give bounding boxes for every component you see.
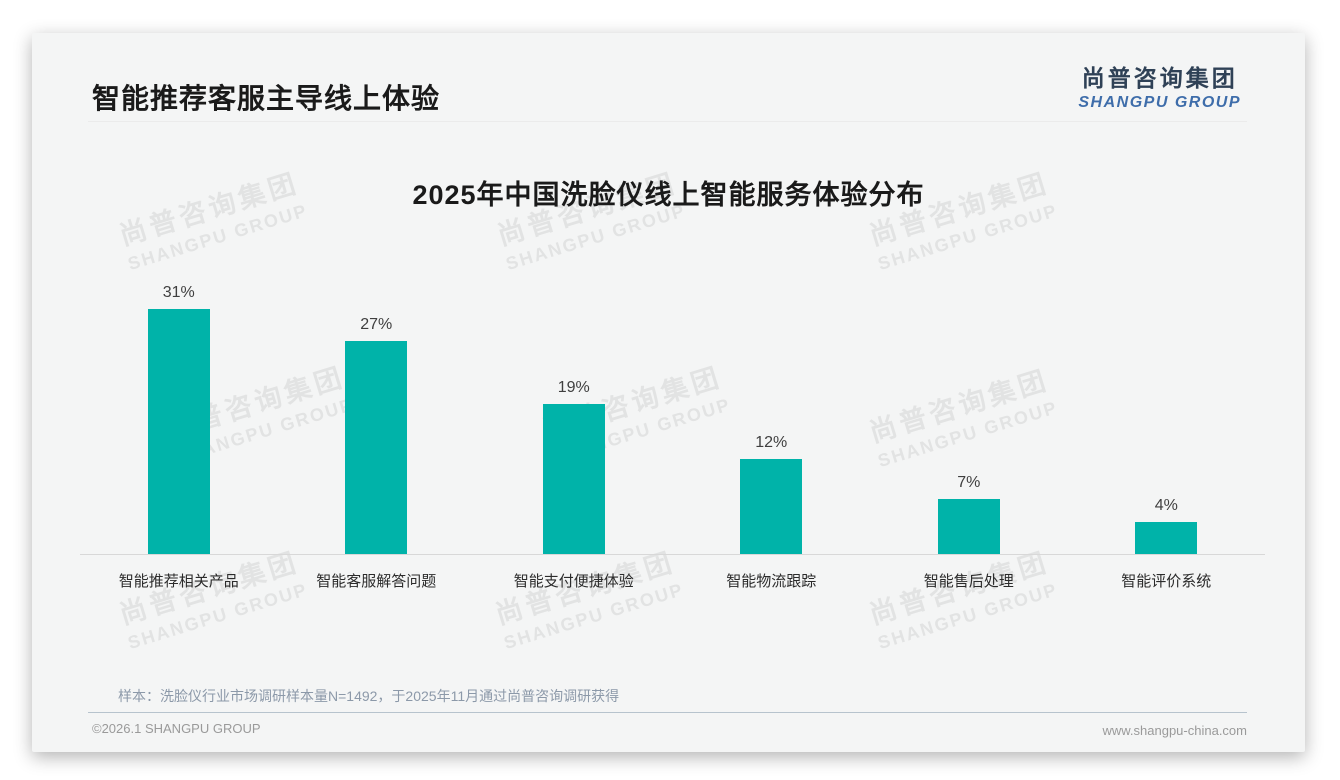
watermark: 尚普咨询集团 SHANGPU GROUP bbox=[490, 540, 687, 654]
x-axis-label: 智能推荐相关产品 bbox=[118, 573, 239, 590]
bar-group: 19% bbox=[475, 269, 673, 554]
bar-group: 7% bbox=[870, 269, 1068, 554]
bar-group: 27% bbox=[278, 269, 476, 554]
watermark: 尚普咨询集团 SHANGPU GROUP bbox=[864, 540, 1061, 654]
watermark: 尚普咨询集团 SHANGPU GROUP bbox=[114, 540, 311, 654]
logo-english-name: SHANGPU GROUP bbox=[1078, 94, 1241, 111]
x-axis-line bbox=[80, 554, 1265, 555]
page-title: 智能推荐客服主导线上体验 bbox=[92, 83, 441, 114]
x-axis-label: 智能物流跟踪 bbox=[726, 573, 817, 590]
x-axis-label: 智能售后处理 bbox=[923, 573, 1014, 590]
bar-group: 31% bbox=[80, 269, 278, 554]
x-axis-label: 智能支付便捷体验 bbox=[513, 573, 634, 590]
bar-value-label: 31% bbox=[162, 284, 195, 301]
company-logo: 尚普咨询集团 SHANGPU GROUP bbox=[1078, 59, 1241, 112]
bar-value-label: 7% bbox=[957, 474, 981, 491]
footer-website: www.shangpu-china.com bbox=[1102, 723, 1247, 738]
bar-value-label: 4% bbox=[1154, 497, 1178, 514]
bar-chart-plot: 31% 27% 19% 12% 7% 4% bbox=[80, 269, 1265, 554]
slide-card: 智能推荐客服主导线上体验 尚普咨询集团 SHANGPU GROUP 尚普咨询集团… bbox=[32, 33, 1305, 752]
bar bbox=[147, 309, 210, 554]
bar bbox=[345, 341, 408, 554]
chart-title: 2025年中国洗脸仪线上智能服务体验分布 bbox=[412, 180, 925, 210]
x-axis-labels-row: 智能推荐相关产品 智能客服解答问题 智能支付便捷体验 智能物流跟踪 智能售后处理 智能评价… bbox=[80, 570, 1265, 591]
x-axis-label: 智能评价系统 bbox=[1121, 573, 1212, 590]
header-divider bbox=[88, 121, 1247, 122]
footer-divider bbox=[88, 712, 1247, 713]
logo-chinese-name: 尚普咨询集团 bbox=[1081, 65, 1238, 91]
bar-group: 4% bbox=[1068, 269, 1266, 554]
bar-group: 12% bbox=[673, 269, 871, 554]
bar-value-label: 19% bbox=[557, 379, 590, 396]
footer-copyright: ©2026.1 SHANGPU GROUP bbox=[92, 721, 261, 736]
x-axis-label: 智能客服解答问题 bbox=[316, 573, 437, 590]
bar-value-label: 12% bbox=[755, 434, 788, 451]
sample-note: 样本：洗脸仪行业市场调研样本量N=1492，于2025年11月通过尚普咨询调研获… bbox=[118, 688, 620, 704]
bar-value-label: 27% bbox=[360, 316, 393, 333]
bar bbox=[740, 459, 803, 554]
bar bbox=[1135, 522, 1198, 554]
bar bbox=[542, 404, 605, 554]
bar bbox=[937, 499, 1000, 554]
